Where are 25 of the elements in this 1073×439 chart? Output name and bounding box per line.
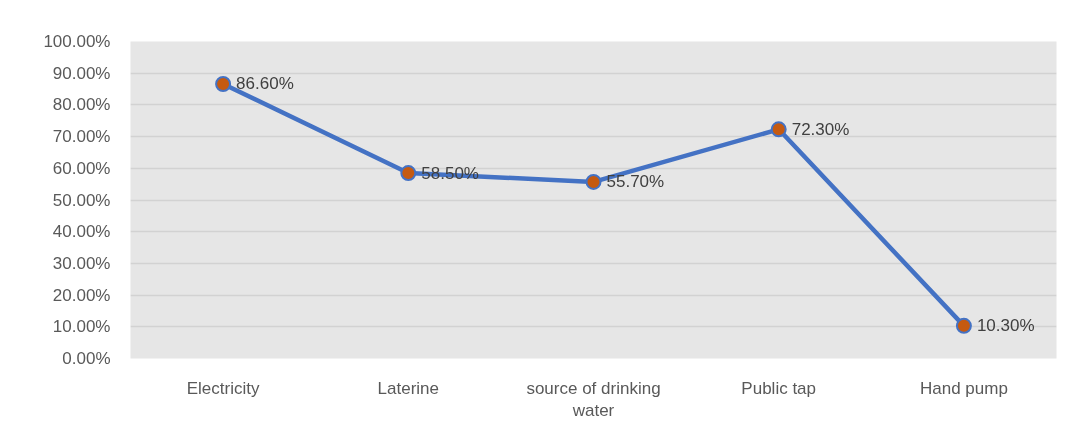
y-tick-label: 60.00% [52,158,111,178]
y-tick-label: 40.00% [52,222,111,242]
point [955,317,972,334]
x-tick-label: Public tap [741,378,817,398]
y-tick-label: 30.00% [52,253,111,273]
y-tick-label: 90.00% [52,63,111,83]
x-tick-label: Laterine [377,378,440,398]
y-tick-label: 80.00% [52,95,111,115]
data-label: 55.70% [606,172,665,192]
y-tick-label: 20.00% [52,285,111,305]
data-label: 86.60% [236,74,294,94]
point [215,75,232,92]
x-tick-label: Electricity [186,378,260,398]
point [770,121,787,138]
y-tick-label: 0.00% [62,349,111,368]
x-tick-label: source of drinking water [526,378,661,421]
data-label: 72.30% [791,119,850,139]
x-tick-label: Hand pump [919,378,1008,398]
point [585,173,602,190]
y-tick-label: 70.00% [52,127,111,147]
y-tick-label: 10.00% [52,317,111,337]
point [400,165,417,182]
y-tick-label: 100.00% [43,32,111,51]
y-tick-label: 50.00% [52,190,111,210]
data-label: 10.30% [976,316,1035,336]
